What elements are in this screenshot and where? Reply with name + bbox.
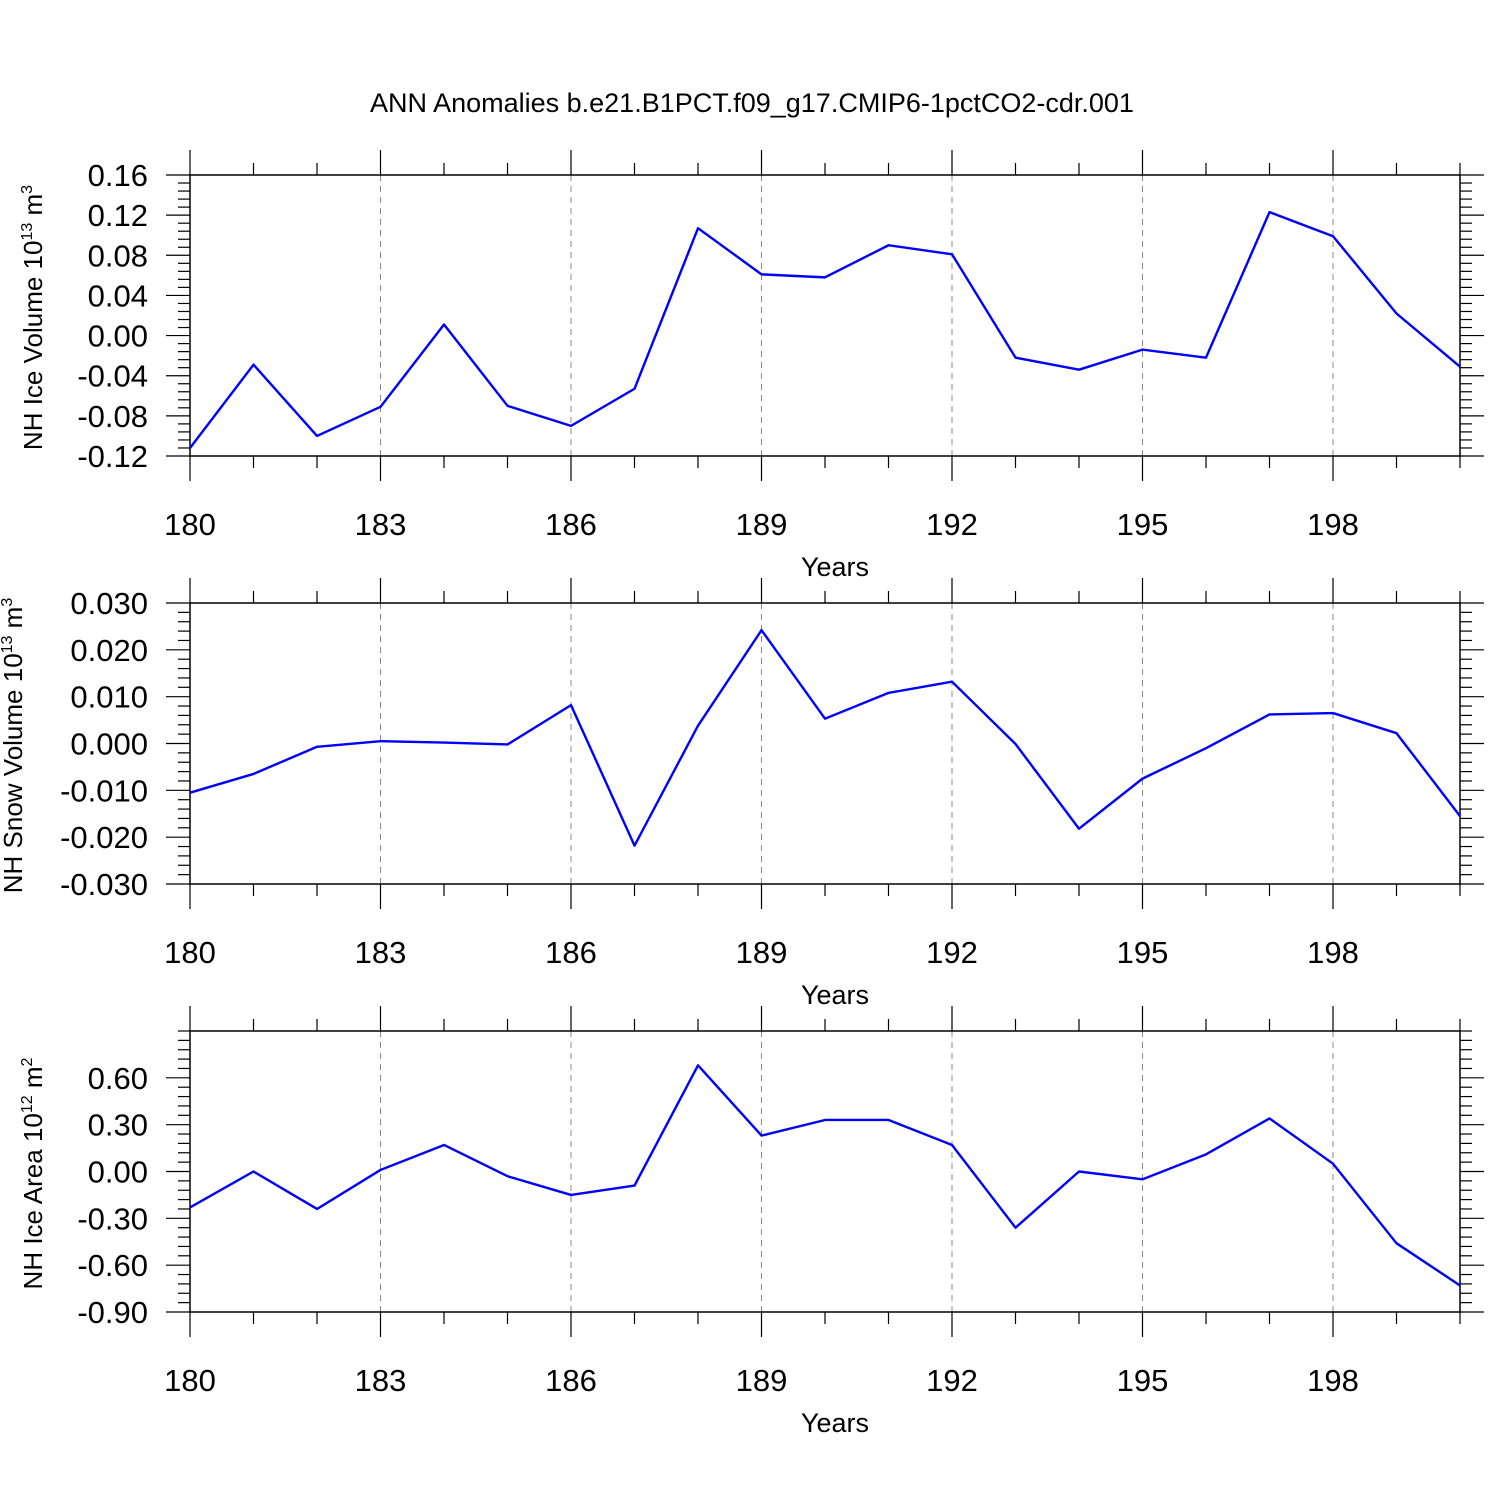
x-tick-label: 183 [355, 1363, 407, 1398]
plot-frame [189, 602, 1461, 885]
y-tick-label: 0.08 [88, 238, 148, 273]
y-tick-label: -0.30 [77, 1201, 148, 1236]
x-tick-label: 189 [736, 1363, 788, 1398]
x-axis-label: Years [801, 552, 869, 582]
x-tick-label: 180 [164, 507, 216, 542]
y-axis-label: NH Snow Volume 1013 m3 [0, 598, 28, 894]
y-tick-label: 0.030 [70, 586, 148, 621]
x-axis-label: Years [801, 980, 869, 1010]
y-tick-label: -0.030 [60, 867, 148, 902]
y-tick-label: -0.90 [77, 1295, 148, 1330]
y-tick-label: -0.010 [60, 773, 148, 808]
y-axis-label-text: NH Ice Area 10 [18, 1113, 48, 1289]
x-tick-label: 192 [926, 1363, 978, 1398]
y-tick-label: 0.010 [70, 680, 148, 715]
y-tick-label: -0.08 [77, 399, 148, 434]
y-axis-label-text: m [18, 1066, 48, 1095]
x-tick-label: 189 [736, 507, 788, 542]
y-tick-label: -0.12 [77, 439, 148, 474]
x-tick-label: 192 [926, 507, 978, 542]
x-axis-label: Years [801, 1408, 869, 1438]
y-tick-label: -0.04 [77, 359, 148, 394]
x-tick-label: 189 [736, 935, 788, 970]
chart-title: ANN Anomalies b.e21.B1PCT.f09_g17.CMIP6-… [370, 88, 1134, 118]
y-axis-label-superscript: 13 [0, 635, 16, 653]
y-axis-label-superscript: 12 [19, 1095, 36, 1113]
y-axis-label: NH Ice Volume 1013 m3 [18, 185, 48, 450]
x-tick-label: 180 [164, 935, 216, 970]
y-axis-label-text: m [0, 607, 28, 636]
x-tick-label: 198 [1307, 507, 1359, 542]
y-axis-label: NH Ice Area 1012 m2 [18, 1057, 48, 1289]
y-tick-label: 0.020 [70, 633, 148, 668]
y-tick-label: 0.60 [88, 1061, 148, 1096]
y-axis-label-superscript: 2 [19, 1057, 36, 1066]
y-tick-label: 0.30 [88, 1108, 148, 1143]
y-axis-label-text: NH Ice Volume 10 [18, 241, 48, 451]
x-tick-label: 183 [355, 507, 407, 542]
y-tick-label: -0.60 [77, 1248, 148, 1283]
y-tick-label: 0.04 [88, 278, 148, 313]
x-tick-label: 195 [1117, 507, 1169, 542]
y-axis-label-text: NH Snow Volume 10 [0, 653, 28, 893]
x-tick-label: 180 [164, 1363, 216, 1398]
y-tick-label: -0.020 [60, 820, 148, 855]
panels-group: 0.16 0.12 0.08 0.04 0.00 -0.04 -0.08 -0.12 180 18… [0, 150, 1484, 1438]
x-tick-label: 195 [1117, 935, 1169, 970]
y-axis-label-superscript: 13 [19, 223, 36, 241]
y-tick-label: 0.00 [88, 1155, 148, 1190]
x-tick-label: 195 [1117, 1363, 1169, 1398]
panel-3: 0.60 0.30 0.00 -0.30 -0.60 -0.90 180 183 186 189 1… [18, 1006, 1484, 1438]
x-tick-label: 198 [1307, 935, 1359, 970]
y-tick-label: 0.000 [70, 727, 148, 762]
y-tick-label: 0.16 [88, 158, 148, 193]
plot-frame [189, 174, 1461, 457]
x-tick-label: 198 [1307, 1363, 1359, 1398]
y-axis-label-superscript: 3 [0, 598, 16, 607]
x-tick-label: 192 [926, 935, 978, 970]
plot-frame [189, 1030, 1461, 1313]
y-axis-label-text: m [18, 194, 48, 223]
y-tick-label: 0.12 [88, 198, 148, 233]
panel-2: 0.030 0.020 0.010 0.000 -0.010 -0.020 -0.030 18… [0, 578, 1484, 1010]
x-tick-label: 186 [545, 507, 597, 542]
x-tick-label: 186 [545, 935, 597, 970]
x-tick-label: 183 [355, 935, 407, 970]
y-tick-label: 0.00 [88, 319, 148, 354]
panel-1: 0.16 0.12 0.08 0.04 0.00 -0.04 -0.08 -0.12 180 18… [18, 150, 1484, 582]
y-axis-label-superscript: 3 [19, 185, 36, 194]
x-tick-label: 186 [545, 1363, 597, 1398]
